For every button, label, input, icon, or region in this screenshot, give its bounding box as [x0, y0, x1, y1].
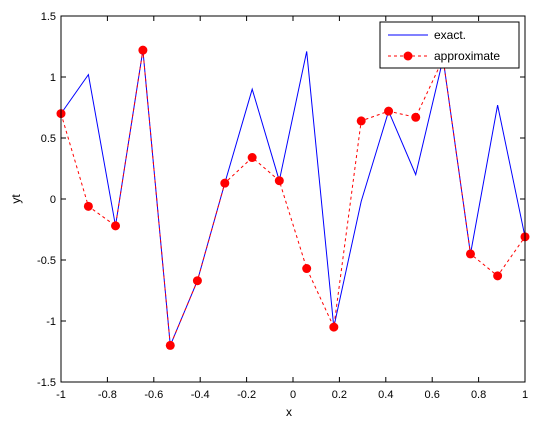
- data-point-approximate: [302, 264, 312, 274]
- x-tick-label: 0.2: [332, 389, 347, 401]
- data-point-approximate: [274, 176, 284, 186]
- data-point-approximate: [165, 340, 175, 350]
- data-point-approximate: [465, 249, 475, 259]
- axes-box: [60, 15, 526, 383]
- x-tick-label: 0: [290, 389, 296, 401]
- y-tick-label: 1.5: [41, 11, 56, 23]
- data-point-approximate: [111, 221, 121, 231]
- y-tick-label: 0: [50, 194, 56, 206]
- data-point-approximate: [356, 116, 366, 126]
- legend-label-exact: exact.: [434, 28, 466, 42]
- data-point-approximate: [329, 322, 339, 332]
- legend-label-approximate: approximate: [434, 49, 500, 63]
- y-tick-label: 1: [50, 72, 56, 84]
- data-point-approximate: [411, 112, 421, 122]
- data-point-approximate: [220, 178, 230, 188]
- legend: exact. approximate: [379, 21, 520, 69]
- y-axis-label: yt: [9, 194, 23, 204]
- x-tick-label: -0.8: [98, 389, 117, 401]
- legend-marker-approximate: [403, 51, 413, 61]
- data-point-approximate: [138, 45, 148, 55]
- series-layer: [56, 45, 530, 350]
- data-point-approximate: [384, 106, 394, 116]
- x-tick-label: -0.6: [144, 389, 163, 401]
- data-point-approximate: [493, 271, 503, 281]
- x-tick-label: -0.4: [191, 389, 210, 401]
- x-tick-label: -1: [56, 389, 66, 401]
- series-line-approximate: [60, 50, 526, 346]
- legend-box: [379, 21, 520, 69]
- plot-area: [61, 16, 525, 382]
- y-tick-label: 0.5: [41, 133, 56, 145]
- data-point-approximate: [192, 276, 202, 286]
- x-tick-label: 0.6: [425, 389, 440, 401]
- data-point-approximate: [247, 153, 257, 163]
- y-tick-label: -1.5: [37, 377, 56, 389]
- x-tick-labels: -1 -0.8 -0.6 -0.4 -0.2 0 0.2 0.4 0.6 0.8 1: [56, 389, 528, 401]
- data-point-approximate: [83, 201, 93, 211]
- x-axis-label: x: [286, 405, 292, 419]
- y-tick-label: -0.5: [37, 255, 56, 267]
- x-tick-label: 0.4: [378, 389, 393, 401]
- y-tick-label: -1: [46, 316, 56, 328]
- x-tick-label: 1: [522, 389, 528, 401]
- x-tick-label: -0.2: [237, 389, 256, 401]
- y-tick-labels: -1.5 -1 -0.5 0 0.5 1 1.5: [37, 11, 56, 389]
- ticks-layer: [60, 15, 526, 383]
- x-tick-label: 0.8: [471, 389, 486, 401]
